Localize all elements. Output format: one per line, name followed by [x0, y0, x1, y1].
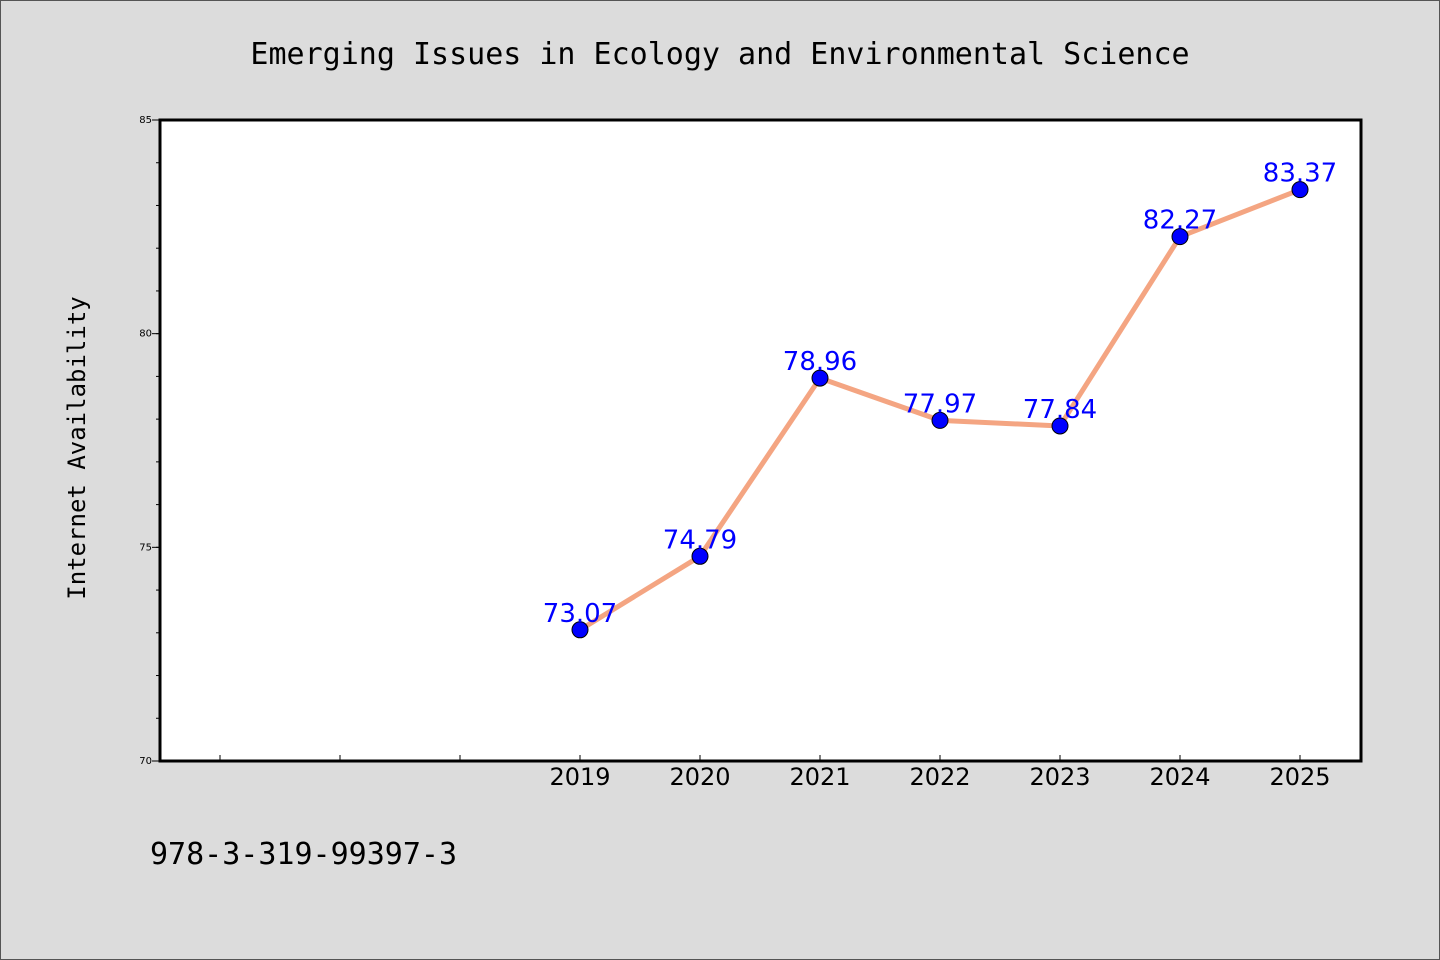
y-tick-label: 80 — [139, 329, 152, 340]
data-label: 77.97 — [903, 389, 977, 419]
data-point — [811, 369, 829, 387]
series-markers — [571, 181, 1309, 639]
data-point — [1291, 181, 1309, 199]
x-tick-label: 2019 — [549, 763, 610, 791]
data-point — [931, 411, 949, 429]
data-label: 73.07 — [543, 599, 617, 629]
x-tick-label: 2021 — [789, 763, 850, 791]
plot-area — [158, 118, 1363, 763]
x-tick-label: 2020 — [669, 763, 730, 791]
x-tick-label: 2023 — [1029, 763, 1090, 791]
data-label: 78.96 — [783, 347, 857, 377]
y-axis-label: Internet Availability — [63, 296, 91, 599]
data-point — [571, 621, 589, 639]
data-point — [1051, 417, 1069, 435]
x-tick-label: 2024 — [1149, 763, 1210, 791]
data-label: 77.84 — [1023, 395, 1097, 425]
data-label: 82.27 — [1143, 206, 1217, 236]
y-tick-label: 70 — [139, 756, 152, 767]
data-point — [691, 547, 709, 565]
y-tick-label: 75 — [139, 542, 152, 553]
data-labels: 73.07 74.79 78.96 77.97 77.84 82.27 83.37 — [543, 159, 1337, 629]
x-tick-label: 2025 — [1269, 763, 1330, 791]
data-point — [1171, 228, 1189, 246]
data-label: 74.79 — [663, 525, 737, 555]
isbn-text: 978-3-319-99397-3 — [150, 837, 457, 872]
chart-title: Emerging Issues in Ecology and Environme… — [250, 37, 1189, 72]
y-tick-label: 85 — [139, 115, 152, 126]
axis-ticks: 70 75 80 85 2019 2020 2021 2022 2023 2024 2025 — [139, 115, 1330, 791]
data-label: 83.37 — [1263, 159, 1337, 189]
x-tick-label: 2022 — [909, 763, 970, 791]
